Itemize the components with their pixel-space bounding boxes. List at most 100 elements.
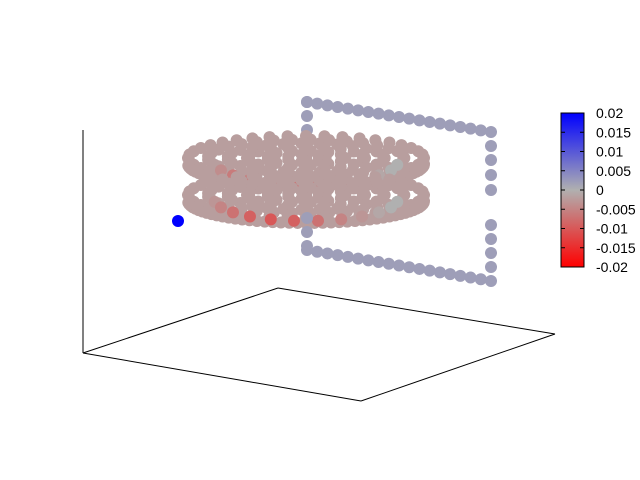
loop-point	[485, 219, 497, 231]
loop-point	[341, 102, 354, 115]
loop-point	[485, 126, 497, 138]
loop-point	[301, 96, 313, 108]
loop-point	[331, 101, 344, 113]
disk-point	[246, 169, 259, 182]
disk-point	[396, 185, 409, 198]
loop-point	[341, 250, 354, 263]
disk-point	[369, 134, 382, 147]
disk-point	[416, 185, 429, 198]
disk-edge-point	[214, 164, 227, 177]
disk-point	[263, 168, 276, 181]
disk-edge-point	[312, 214, 325, 227]
loop-point	[485, 261, 497, 273]
disk-point	[194, 142, 207, 155]
axes-box	[82, 130, 556, 402]
loop-point	[413, 114, 426, 127]
disk-point	[216, 173, 229, 186]
loop-point	[485, 233, 497, 245]
colorbar-tick-label: 0.02	[596, 105, 623, 121]
disk-point	[204, 139, 217, 152]
disk-point	[246, 132, 259, 145]
loop-point	[413, 262, 426, 275]
disk-point	[263, 131, 276, 144]
disk-point	[369, 171, 382, 184]
loop-point	[311, 97, 324, 110]
loop-point	[403, 112, 416, 125]
disk-point	[396, 148, 409, 161]
loop-point	[423, 116, 436, 128]
loop-point	[301, 212, 313, 224]
disk-edge-point	[391, 158, 404, 171]
disk-point	[182, 196, 195, 209]
disk-point	[281, 167, 294, 180]
loop-point	[423, 264, 436, 277]
disk-point	[300, 130, 312, 142]
loop-point	[485, 184, 497, 196]
disk-point	[353, 132, 366, 145]
disk-point	[204, 176, 217, 189]
loop-point	[485, 247, 497, 259]
loop-point	[485, 275, 497, 287]
colorbar-tick-label: 0.005	[596, 163, 631, 179]
disk-point	[230, 134, 243, 147]
loop-point	[474, 124, 487, 137]
colorbar-tick-label: -0.005	[596, 201, 636, 217]
loop-point	[485, 154, 497, 166]
disk-point	[194, 179, 207, 192]
disk-point	[336, 131, 349, 144]
colorbar-tick-label: 0.01	[596, 144, 623, 160]
loop-point	[321, 99, 334, 112]
disk-edge-point	[391, 195, 404, 208]
colorbar-tick-label: 0	[596, 182, 604, 198]
disk-point	[336, 168, 349, 181]
disk-edge-point	[264, 213, 277, 226]
loop-point	[372, 256, 385, 269]
disk-point	[353, 169, 366, 182]
disk-point	[318, 130, 331, 143]
colorbar-tick-label: -0.01	[596, 221, 628, 237]
axis-line-front-right	[360, 333, 556, 402]
loop-point	[352, 104, 365, 117]
disk-point	[383, 136, 396, 149]
loop-point	[464, 271, 477, 284]
loop-point	[454, 269, 467, 282]
disk-edge-point	[373, 206, 386, 219]
disk-edge-point	[214, 201, 227, 214]
disk-point	[395, 176, 408, 189]
colorbar-tick-label: 0.015	[596, 124, 631, 140]
single-point	[172, 215, 184, 227]
axis-line-back-right	[277, 287, 556, 335]
disk-point	[416, 148, 429, 161]
disk-point	[300, 167, 312, 179]
loop-point	[301, 244, 313, 256]
loop-point	[382, 257, 395, 270]
loop-point	[444, 268, 457, 281]
loop-point	[474, 273, 487, 286]
loop-point	[393, 259, 405, 272]
loop-point	[321, 247, 334, 260]
loop-point	[464, 122, 477, 135]
loop-point	[362, 106, 375, 118]
loop-point	[403, 261, 416, 274]
disk-edge-point	[287, 214, 300, 227]
axis-line-back-left	[82, 287, 279, 354]
disk-point	[216, 136, 229, 149]
disk-point	[230, 171, 243, 184]
data-points	[172, 96, 497, 287]
loop-point	[311, 245, 324, 258]
loop-point	[382, 109, 395, 122]
loop-point	[352, 252, 365, 265]
disk-edge-point	[226, 206, 239, 219]
loop-point	[301, 110, 313, 122]
loop-point	[372, 107, 385, 120]
loop-point	[485, 169, 497, 181]
disk-point	[182, 159, 195, 172]
disk-point	[281, 130, 294, 143]
colorbar-tick-label: -0.02	[596, 259, 628, 275]
loop-point	[393, 111, 405, 123]
loop-point	[444, 119, 457, 132]
loop-point	[331, 249, 344, 262]
axis-line-front-left	[82, 352, 362, 402]
loop-point	[362, 254, 375, 267]
